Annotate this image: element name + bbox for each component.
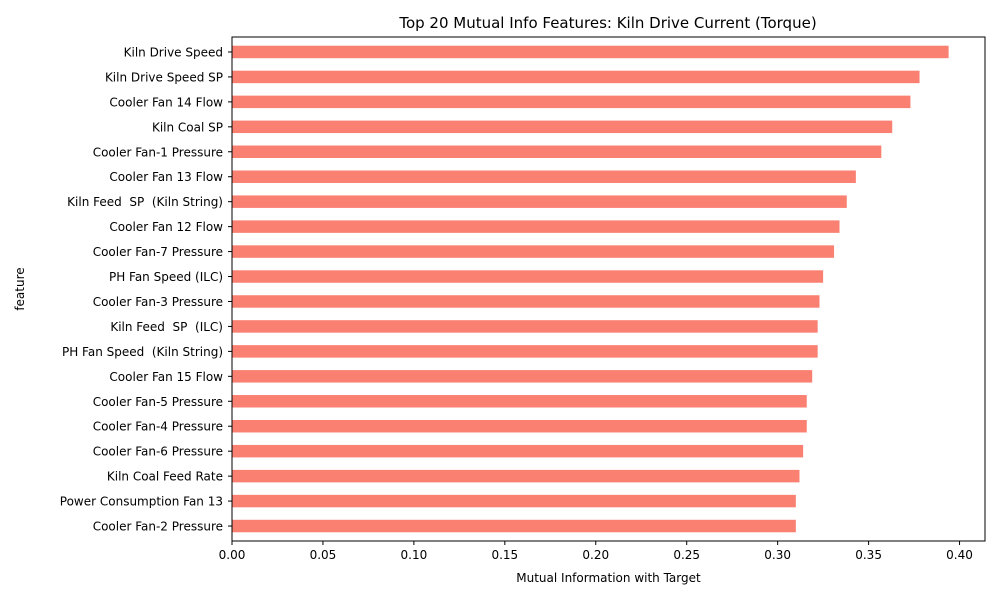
bar bbox=[232, 419, 807, 433]
bar bbox=[232, 320, 818, 333]
x-tick-label: 0.40 bbox=[946, 548, 973, 562]
y-axis: Kiln Drive Speed Kiln Drive Speed SP Coole… bbox=[60, 45, 232, 534]
y-tick-label: PH Fan Speed (Kiln String) bbox=[62, 345, 223, 359]
x-tick-label: 0.05 bbox=[310, 548, 337, 562]
bar bbox=[232, 494, 796, 508]
bar bbox=[232, 395, 807, 408]
y-tick-label: Cooler Fan 15 Flow bbox=[109, 370, 223, 384]
bar bbox=[232, 345, 818, 358]
y-tick-label: Kiln Coal SP bbox=[152, 120, 223, 134]
bars-layer bbox=[232, 45, 949, 533]
x-tick-label: 0.20 bbox=[582, 548, 609, 562]
bar bbox=[232, 370, 813, 383]
chart-title: Top 20 Mutual Info Features: Kiln Drive … bbox=[398, 14, 816, 32]
y-tick-label: Kiln Feed SP (ILC) bbox=[110, 320, 223, 334]
y-tick-label: PH Fan Speed (ILC) bbox=[109, 270, 223, 284]
bar bbox=[232, 519, 796, 533]
y-tick-label: Cooler Fan-6 Pressure bbox=[93, 445, 223, 459]
y-tick-label: Kiln Feed SP (Kiln String) bbox=[67, 195, 223, 209]
bar bbox=[232, 245, 835, 258]
x-tick-label: 0.15 bbox=[491, 548, 518, 562]
x-axis-label: Mutual Information with Target bbox=[516, 571, 701, 585]
bar bbox=[232, 95, 911, 109]
x-tick-label: 0.10 bbox=[401, 548, 428, 562]
x-tick-label: 0.30 bbox=[764, 548, 791, 562]
y-tick-label: Cooler Fan-5 Pressure bbox=[93, 395, 223, 409]
bar bbox=[232, 195, 847, 208]
y-tick-label: Kiln Coal Feed Rate bbox=[107, 470, 223, 484]
bar bbox=[232, 170, 856, 183]
y-tick-label: Kiln Drive Speed SP bbox=[105, 70, 223, 84]
bar bbox=[232, 469, 800, 483]
plot-frame bbox=[231, 36, 986, 542]
x-tick-label: 0.00 bbox=[219, 548, 246, 562]
y-tick-label: Cooler Fan 13 Flow bbox=[109, 170, 223, 184]
y-tick-label: Cooler Fan-7 Pressure bbox=[93, 245, 223, 259]
y-tick-label: Cooler Fan-3 Pressure bbox=[93, 295, 223, 309]
bar bbox=[232, 145, 882, 159]
y-tick-label: Kiln Drive Speed bbox=[124, 45, 223, 59]
bar bbox=[232, 444, 804, 458]
bar bbox=[232, 220, 840, 233]
x-tick-label: 0.25 bbox=[673, 548, 700, 562]
y-tick-label: Cooler Fan 14 Flow bbox=[109, 95, 223, 109]
bar bbox=[232, 120, 893, 134]
y-tick-label: Power Consumption Fan 13 bbox=[60, 495, 223, 509]
bar bbox=[232, 70, 920, 84]
y-tick-label: Cooler Fan 12 Flow bbox=[109, 220, 223, 234]
x-axis: 0.00 0.05 0.10 0.15 0.20 0.25 0.30 0.35 0.40 bbox=[219, 541, 973, 562]
bar bbox=[232, 295, 820, 308]
bar bbox=[232, 45, 949, 59]
x-tick-label: 0.35 bbox=[855, 548, 882, 562]
y-axis-label: feature bbox=[13, 267, 27, 310]
bar bbox=[232, 270, 824, 283]
y-tick-label: Cooler Fan-1 Pressure bbox=[93, 145, 223, 159]
y-tick-label: Cooler Fan-4 Pressure bbox=[93, 420, 223, 434]
y-tick-label: Cooler Fan-2 Pressure bbox=[93, 520, 223, 534]
